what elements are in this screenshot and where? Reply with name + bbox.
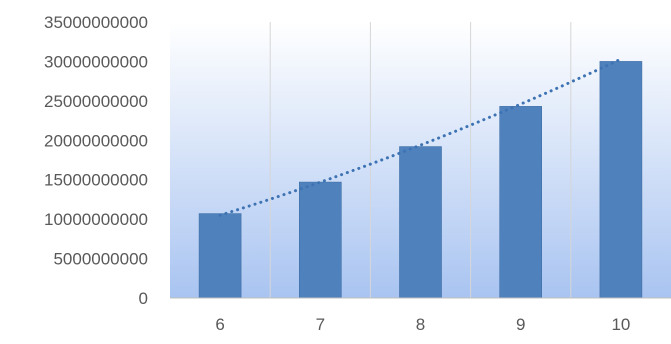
bar <box>399 146 442 299</box>
y-tick-label: 20000000000 <box>44 131 148 150</box>
bar <box>298 181 342 299</box>
bars <box>198 61 643 299</box>
y-axis-ticks: 0 5000000000 10000000000 15000000000 2000000… <box>44 13 148 308</box>
x-tick-label: 9 <box>516 315 525 334</box>
vertical-gridlines <box>269 22 572 298</box>
bar <box>499 106 543 299</box>
bar <box>198 213 242 299</box>
bar <box>599 61 643 299</box>
x-tick-label: 10 <box>611 315 630 334</box>
y-tick-label: 0 <box>139 289 148 308</box>
x-tick-label: 7 <box>316 315 325 334</box>
y-tick-label: 35000000000 <box>44 13 148 32</box>
y-tick-label: 25000000000 <box>44 92 148 111</box>
x-axis-ticks: 6 7 8 9 10 <box>215 315 630 334</box>
x-tick-label: 6 <box>215 315 224 334</box>
y-tick-label: 10000000000 <box>44 210 148 229</box>
y-tick-label: 5000000000 <box>53 250 148 269</box>
trendline <box>218 57 623 217</box>
y-tick-label: 30000000000 <box>44 52 148 71</box>
x-tick-label: 8 <box>416 315 425 334</box>
y-tick-label: 15000000000 <box>44 171 148 190</box>
